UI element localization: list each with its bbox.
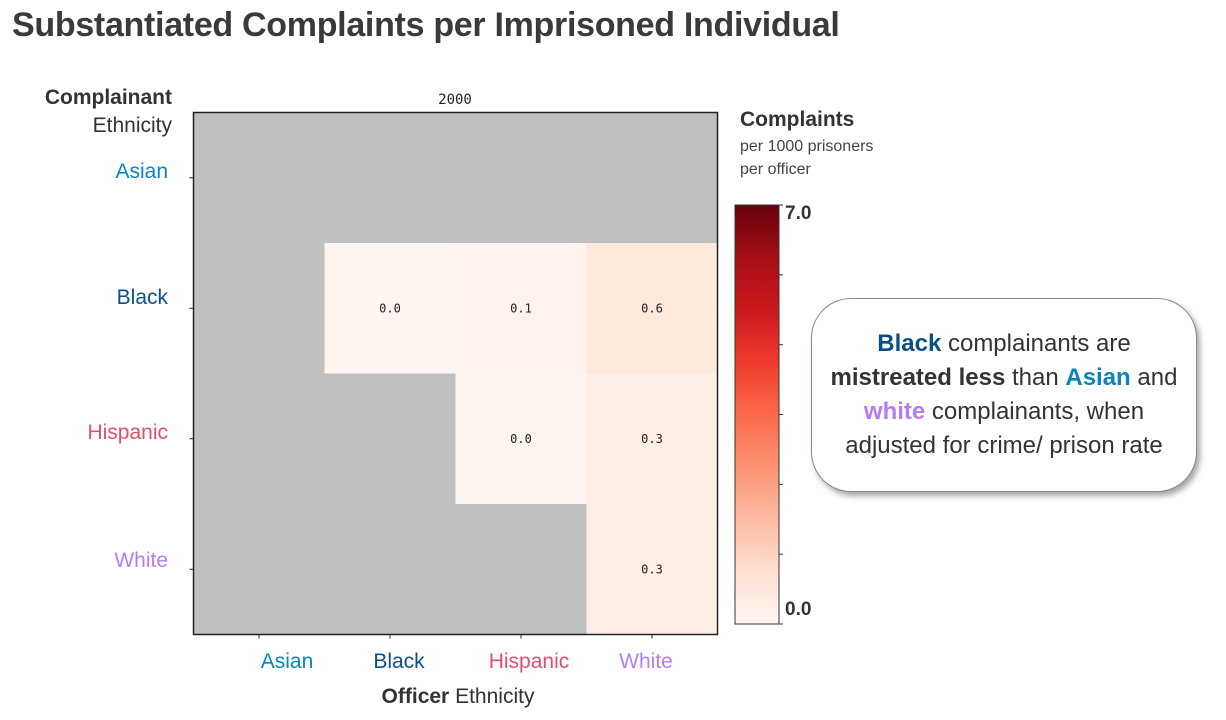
colorbar-ticks: [779, 204, 783, 625]
chart-title: Substantiated Complaints per Imprisoned …: [12, 6, 840, 44]
colorbar-max-label: 7.0: [785, 203, 812, 224]
heatmap-cell-black-hispanic: [455, 243, 588, 375]
callout-asian: Asian: [1065, 364, 1131, 391]
heatmap-cell-black-asian: [193, 243, 326, 375]
cell-value-label: 0.1: [510, 301, 532, 315]
heatmap-cell-black-white: [586, 243, 719, 375]
colorbar: [734, 204, 780, 625]
col-label-black: Black: [373, 650, 425, 673]
cell-value-label: 0.0: [379, 301, 401, 315]
x-axis-title: Officer Ethnicity: [382, 685, 535, 709]
heatmap-cell-white-black: [324, 504, 457, 636]
callout-text-4: complainants, when adjusted for crime/ p…: [845, 398, 1163, 459]
heatmap-cell-asian-asian: [193, 112, 326, 244]
cell-value-label: 0.0: [510, 432, 532, 446]
row-label-white: White: [114, 549, 168, 572]
cell-value-label: 0.3: [641, 562, 663, 576]
colorbar-subtitle-2: per officer: [740, 161, 811, 178]
heatmap-cell-hispanic-black: [324, 373, 457, 505]
plot-year-label: 2000: [438, 92, 472, 108]
heatmap-cell-white-white: [586, 504, 719, 636]
axis-ticks: [189, 177, 653, 639]
heatmap-cell-black-black: [324, 243, 457, 375]
heatmap-cells: 0.0 0.1 0.6 0.0 0.3 0.3: [193, 112, 719, 636]
colorbar-min-label: 0.0: [785, 599, 812, 620]
heatmap-cell-hispanic-hispanic: [455, 373, 588, 505]
colorbar-subtitle-1: per 1000 prisoners: [740, 138, 874, 155]
cell-value-label: 0.3: [641, 432, 663, 446]
colorbar-title: Complaints: [740, 108, 855, 131]
col-label-white: White: [619, 650, 673, 673]
callout-white: white: [863, 398, 926, 425]
heatmap-cell-white-asian: [193, 504, 326, 636]
heatmap-cell-asian-hispanic: [455, 112, 588, 244]
heatmap-cell-hispanic-white: [586, 373, 719, 505]
heatmap-cell-asian-white: [586, 112, 719, 244]
row-label-black: Black: [116, 286, 168, 309]
plot-frame: [192, 111, 719, 636]
heatmap-cell-asian-black: [324, 112, 457, 244]
callout-text-3: and: [1130, 364, 1178, 391]
heatmap-cell-hispanic-asian: [193, 373, 326, 505]
x-axis-title-bold: Officer: [381, 685, 450, 708]
callout-text: Black complainants are mistreated less t…: [822, 327, 1186, 463]
y-axis-title-bold: Complainant: [44, 86, 172, 109]
row-label-asian: Asian: [115, 160, 168, 183]
annotation-callout: Black complainants are mistreated less t…: [811, 298, 1197, 492]
callout-black: Black: [877, 330, 942, 357]
cell-value-label: 0.6: [641, 301, 663, 315]
col-label-asian: Asian: [260, 650, 314, 673]
row-label-hispanic: Hispanic: [87, 421, 168, 444]
callout-text-2: than: [1005, 364, 1066, 391]
x-axis-title-rest: Ethnicity: [455, 685, 535, 708]
heatmap-cell-white-hispanic: [455, 504, 588, 636]
callout-emphasis: mistreated less: [830, 364, 1006, 391]
col-label-hispanic: Hispanic: [488, 650, 570, 673]
callout-text-1: complainants are: [941, 330, 1131, 357]
y-axis-title: Ethnicity: [92, 114, 172, 137]
